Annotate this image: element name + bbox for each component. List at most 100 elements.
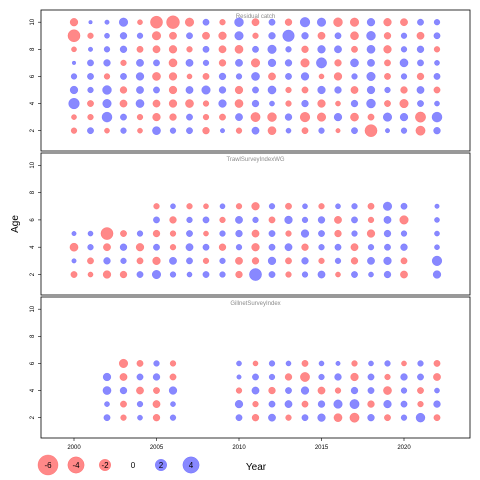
bubble (119, 86, 128, 94)
bubble (399, 99, 409, 108)
bubble (318, 244, 325, 251)
bubble (104, 19, 110, 25)
bubble (400, 86, 408, 94)
bubble (351, 203, 358, 210)
bubble (120, 414, 127, 421)
bubble (300, 72, 310, 81)
bubble (235, 414, 243, 421)
bubble (219, 230, 226, 237)
bubble (202, 127, 210, 135)
legend-bubble (37, 454, 59, 476)
bubble (400, 243, 408, 251)
bubble (153, 360, 160, 367)
bubble (417, 59, 424, 67)
bubble (152, 72, 161, 81)
bubble (368, 360, 374, 367)
bubble (71, 114, 77, 120)
bubble (433, 86, 441, 94)
bubble (169, 373, 177, 381)
legend-label: 2 (159, 461, 164, 470)
y-tick-label: 2 (30, 272, 36, 276)
bubble (384, 73, 391, 80)
bubble (317, 400, 326, 408)
bubble (433, 73, 441, 80)
bubble (136, 401, 144, 408)
bubble (334, 373, 342, 381)
bubble (350, 372, 359, 382)
bubble (251, 72, 260, 81)
bubble (318, 230, 325, 237)
bubble (317, 17, 326, 27)
bubble (168, 386, 178, 395)
bubble (317, 85, 326, 95)
bubble (400, 257, 408, 265)
bubble (252, 45, 259, 53)
bubble (350, 257, 359, 265)
bubble (152, 256, 161, 265)
bubble (185, 17, 194, 27)
bubble (72, 60, 76, 65)
bubble (136, 32, 144, 39)
bubble (415, 413, 426, 423)
bubble (268, 360, 276, 367)
bubble (267, 126, 277, 135)
bubble (400, 414, 408, 421)
bubble (334, 86, 342, 94)
bubble (250, 112, 261, 122)
bubble (152, 31, 161, 41)
bubble (366, 18, 376, 27)
bubble (316, 57, 327, 69)
bubble (384, 243, 391, 251)
bubble (87, 257, 94, 265)
bubble (284, 243, 293, 252)
bubble (285, 127, 292, 134)
y-tick-label: 6 (30, 361, 36, 365)
bubble (219, 19, 226, 26)
bubble (119, 243, 128, 251)
bubble (201, 85, 211, 95)
bubble (301, 257, 309, 265)
bubble (218, 31, 227, 40)
bubble (202, 243, 210, 251)
bubble (87, 114, 94, 121)
bubble (350, 112, 359, 122)
bubble (367, 202, 375, 210)
y-tick-label: 8 (30, 47, 36, 51)
bubble (102, 386, 112, 395)
bubble (433, 32, 441, 40)
bubble (69, 242, 79, 252)
bubble (103, 414, 111, 421)
bubble (101, 111, 113, 123)
bubble (301, 45, 309, 53)
bubble (301, 216, 309, 223)
bubble (284, 113, 293, 121)
bubble (251, 202, 260, 211)
bubble (285, 414, 292, 421)
bubble (268, 32, 276, 40)
bubble (103, 73, 111, 80)
bubble (301, 271, 309, 278)
bubble (268, 373, 276, 381)
bubble (334, 229, 342, 238)
bubble (350, 17, 359, 27)
bubble (269, 100, 275, 107)
bubble (350, 86, 359, 94)
bubble (153, 59, 160, 67)
bubble (251, 229, 260, 238)
bubble (301, 243, 309, 251)
bubble (102, 99, 112, 108)
bubble (202, 271, 210, 278)
panel-frame (40, 296, 471, 439)
y-tick-label: 4 (30, 101, 36, 105)
bubble (169, 360, 177, 367)
bubble (383, 112, 392, 122)
bubble (235, 229, 243, 238)
bubble (185, 243, 194, 252)
bubble (433, 373, 441, 381)
bubble (400, 230, 408, 237)
bubble (153, 86, 160, 94)
bubble (252, 216, 259, 223)
bubble (366, 45, 376, 54)
legend-label: 0 (131, 461, 136, 470)
legend-label: -6 (44, 461, 52, 470)
